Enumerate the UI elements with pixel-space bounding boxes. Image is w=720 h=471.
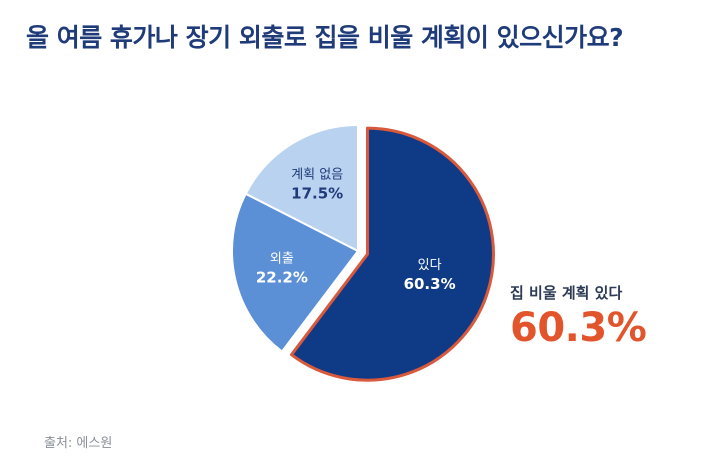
pie-labels: 있다 60.3% 외출 22.2% 계획 없음 17.5%: [256, 167, 456, 293]
highlight-callout: 집 비울 계획 있다 60.3%: [510, 282, 647, 351]
chart-title: 올 여름 휴가나 장기 외출로 집을 비울 계획이 있으신가요?: [26, 23, 624, 52]
slice-label-3: 계획 없음: [291, 167, 343, 182]
slice-label-2: 외출: [270, 252, 294, 267]
slice-value-1: 60.3%: [404, 275, 456, 293]
slice-value-3: 17.5%: [291, 184, 343, 202]
pie-slice-1: [290, 126, 495, 382]
highlight-value: 60.3%: [510, 305, 647, 351]
highlight-label: 집 비울 계획 있다: [510, 284, 623, 302]
slice-label-1: 있다: [418, 258, 442, 273]
pie-slice-2: [231, 192, 360, 353]
pie-slices: [231, 123, 495, 382]
slice-value-2: 22.2%: [256, 269, 308, 287]
pie-slice-3: [244, 123, 359, 253]
source-note: 출처: 에스원: [44, 436, 113, 451]
